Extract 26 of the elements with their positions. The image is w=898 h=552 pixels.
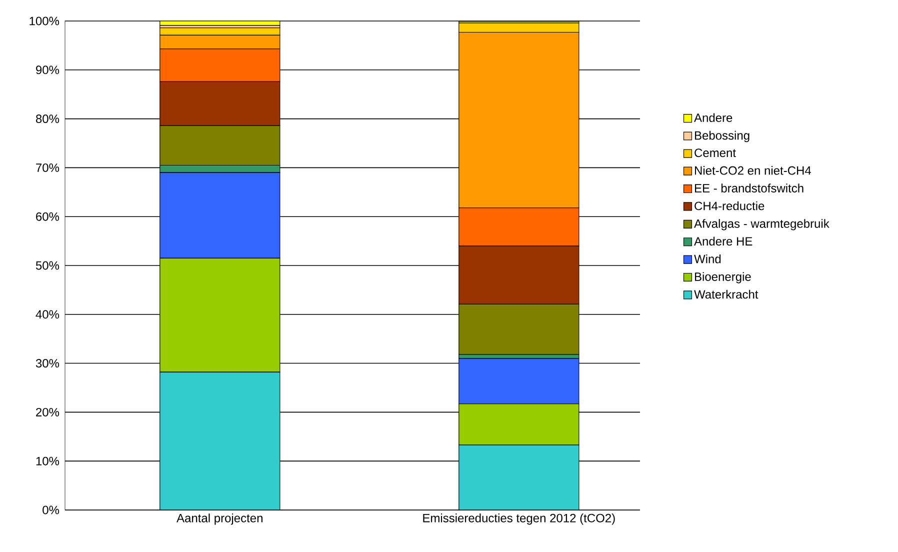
x-tick-label: Aantal projecten <box>176 514 262 525</box>
legend-label: EE - brandstofswitch <box>695 184 804 192</box>
y-tick-label: 40% <box>36 310 60 319</box>
y-tick-label: 80% <box>36 114 60 124</box>
bar <box>458 444 580 510</box>
y-tick-label: 0% <box>42 506 60 514</box>
legend-label: Bebossing <box>695 130 750 142</box>
y-tick-label: 90% <box>36 66 60 74</box>
legend-label: CH4-reductie <box>694 201 764 210</box>
legend-label: Andere <box>694 113 732 122</box>
legend-label: Afvalgas - warmtegebruik <box>694 219 830 230</box>
y-tick-label: 20% <box>36 408 60 416</box>
y-tick-label: 30% <box>36 359 60 368</box>
legend-label: Bioenergie <box>695 272 751 284</box>
bar <box>160 372 280 510</box>
legend-label: Andere HE <box>694 236 752 246</box>
y-tick-label: 50% <box>36 261 60 270</box>
x-tick-label: Emissiereducties tegen 2012 (tCO2) <box>423 514 615 525</box>
y-tick-label: 60% <box>36 212 60 221</box>
legend-label: Wind <box>694 254 721 264</box>
y-tick-label: 100% <box>30 16 60 26</box>
legend-label: Cement <box>694 148 736 158</box>
legend-label: Waterkracht <box>694 290 758 299</box>
y-tick-label: 70% <box>36 163 60 172</box>
y-tick-label: 10% <box>36 456 60 466</box>
legend-label: Niet-CO2 en niet-CH4 <box>695 166 812 175</box>
